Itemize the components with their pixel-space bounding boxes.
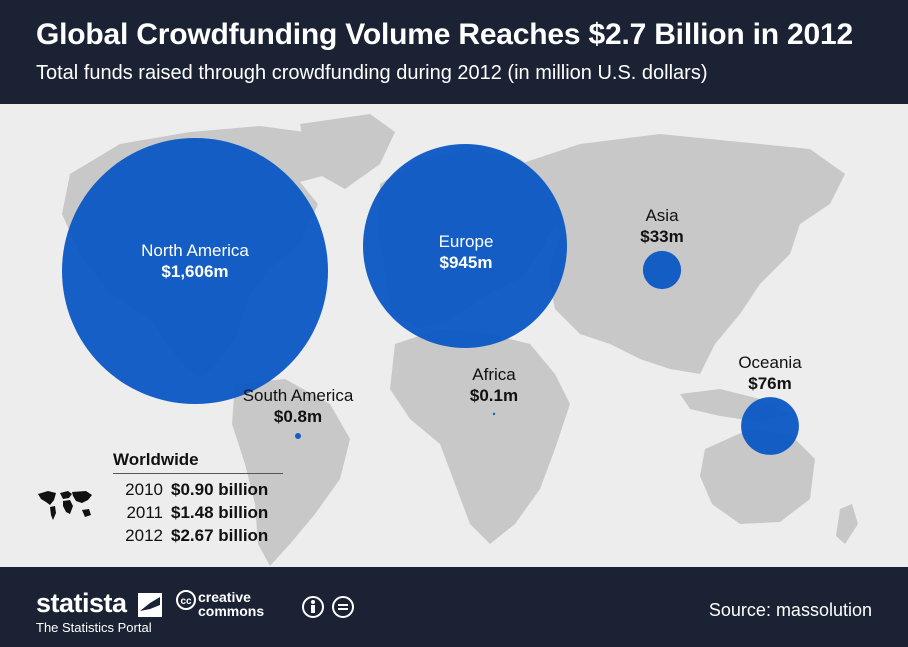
region-value-north-america: $1,606m <box>161 262 229 281</box>
worldwide-heading: Worldwide <box>113 450 283 474</box>
label-africa: Africa $0.1m <box>470 364 518 406</box>
worldwide-table: Worldwide 2010 $0.90 billion 2011 $1.48 … <box>113 450 283 547</box>
source-note: Source: massolution <box>708 600 872 620</box>
region-value-africa: $0.1m <box>469 386 519 405</box>
bubble-north-america <box>62 138 328 404</box>
bubble-south-america <box>295 433 301 439</box>
svg-text:cc: cc <box>180 596 192 607</box>
land-greenland <box>300 114 395 189</box>
worldwide-row: 2011 $1.48 billion <box>113 501 283 524</box>
cc-line-1: creative <box>198 589 251 605</box>
label-asia: Asia $33m <box>640 205 683 247</box>
label-europe: Europe $945m <box>439 231 494 273</box>
creative-commons-label[interactable]: creative commons <box>198 590 298 618</box>
region-value-asia: $33m <box>640 227 684 246</box>
region-name-north-america: North America <box>141 241 249 260</box>
label-south-america: South America $0.8m <box>243 385 354 427</box>
worldwide-row: 2012 $2.67 billion <box>113 524 283 547</box>
label-north-america: North America $1,606m <box>141 240 249 282</box>
region-name-africa: Africa <box>472 365 516 384</box>
worldwide-year: 2010 <box>125 480 163 499</box>
page-title: Global Crowdfunding Volume Reaches $2.7 … <box>36 18 853 51</box>
region-name-oceania: Oceania <box>738 353 802 372</box>
worldwide-year: 2011 <box>126 503 163 522</box>
land-africa <box>390 329 570 544</box>
land-australia <box>700 429 815 524</box>
bubble-europe <box>363 144 567 348</box>
header-bar <box>0 0 908 104</box>
statista-brand[interactable]: statista <box>36 588 127 618</box>
land-south-america <box>232 379 350 566</box>
bubble-asia <box>642 250 682 290</box>
bubble-africa <box>492 412 496 416</box>
worldwide-value: $2.67 billion <box>171 526 269 545</box>
statista-tagline: The Statistics Portal <box>36 620 152 635</box>
land-asia <box>520 134 845 374</box>
region-value-south-america: $0.8m <box>273 407 323 426</box>
worldwide-value: $1.48 billion <box>171 503 269 522</box>
worldwide-row: 2010 $0.90 billion <box>113 478 283 501</box>
world-map-chart <box>62 114 858 566</box>
region-value-europe: $945m <box>439 253 493 272</box>
bubble-layer <box>62 138 799 455</box>
statista-logo-icon <box>138 593 162 617</box>
land-new-zealand <box>836 504 858 544</box>
cc-line-2: commons <box>198 603 265 619</box>
region-name-south-america: South America <box>242 386 354 405</box>
world-map-icon <box>38 491 92 520</box>
worldwide-year: 2012 <box>125 526 163 545</box>
creative-commons-icon[interactable]: cc <box>176 590 196 610</box>
worldwide-value: $0.90 billion <box>171 480 269 499</box>
page-subtitle: Total funds raised through crowdfunding … <box>36 62 708 84</box>
bubble-oceania <box>741 397 799 455</box>
no-derivatives-icon[interactable] <box>332 596 354 618</box>
label-oceania: Oceania $76m <box>738 352 801 394</box>
region-name-asia: Asia <box>645 206 679 225</box>
attribution-icon[interactable] <box>302 596 324 618</box>
region-name-europe: Europe <box>438 232 494 251</box>
region-value-oceania: $76m <box>748 374 792 393</box>
